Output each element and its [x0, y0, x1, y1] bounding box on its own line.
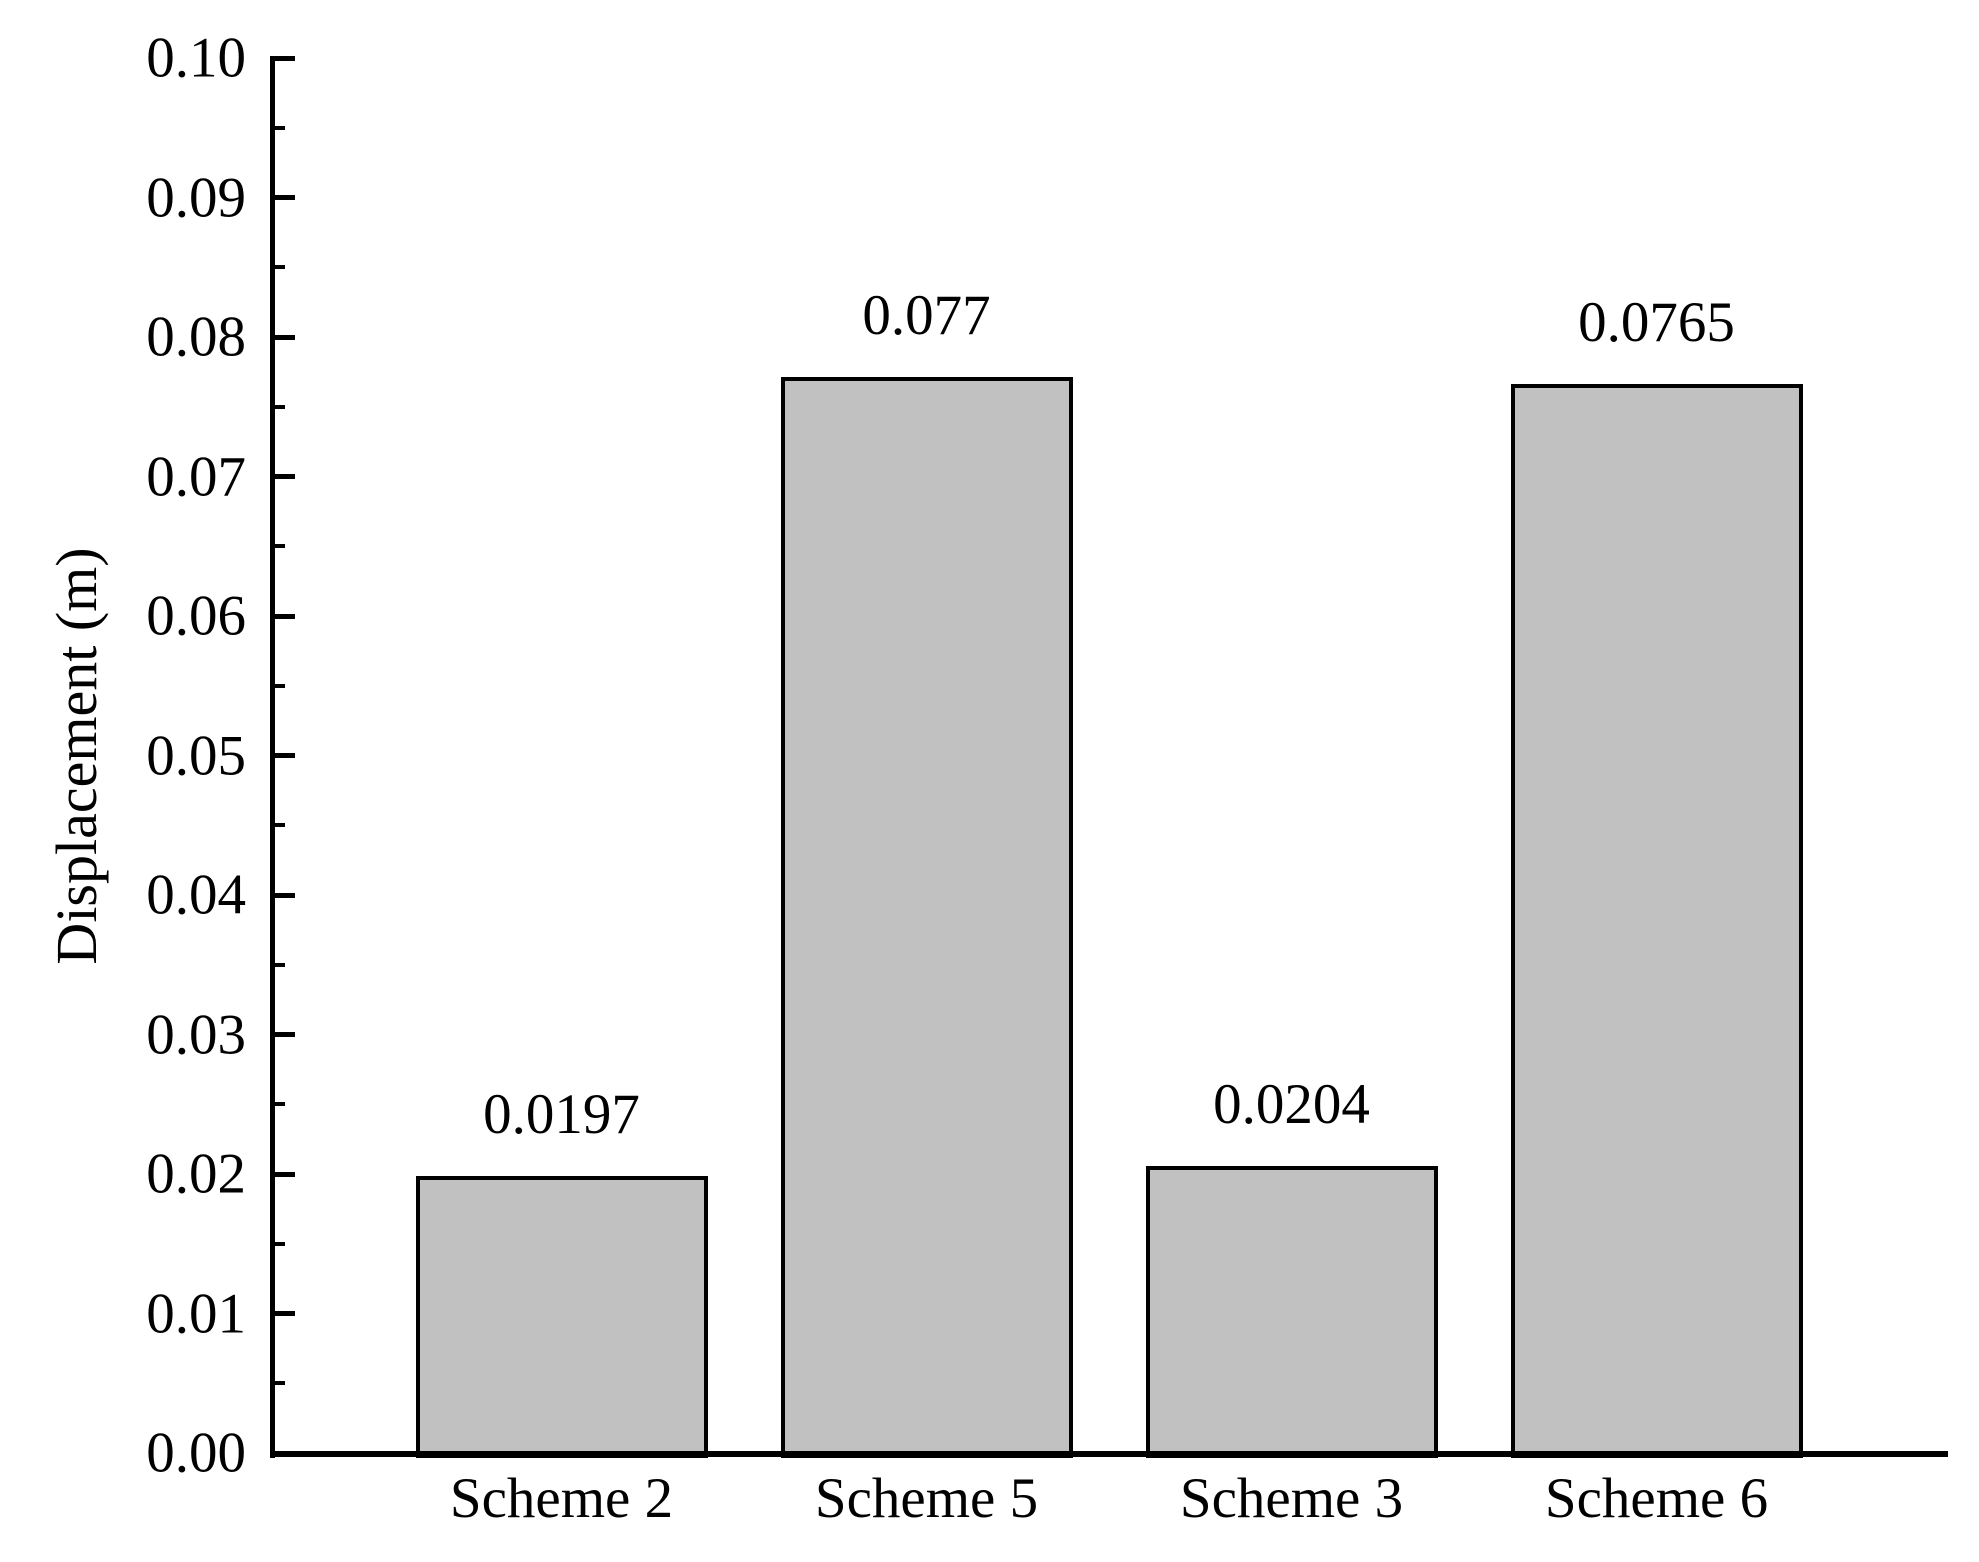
- y-axis-major-tick: [275, 474, 295, 479]
- y-axis-tick-label: 0.09: [146, 166, 246, 229]
- bar-value-label: 0.0197: [483, 1083, 640, 1146]
- y-axis-tick-label: 0.02: [146, 1142, 246, 1206]
- x-axis-category-label: Scheme 3: [1179, 1467, 1404, 1530]
- bar-value-label: 0.077: [862, 284, 991, 347]
- y-axis-minor-tick: [275, 1102, 285, 1107]
- bar-value-label: 0.0765: [1578, 291, 1735, 354]
- bar-scheme-2: [415, 1176, 708, 1458]
- bar-scheme-6: [1510, 384, 1803, 1458]
- y-axis-major-tick: [275, 892, 295, 898]
- y-axis-minor-tick: [275, 125, 285, 130]
- y-axis-tick-label: 0.07: [146, 445, 246, 508]
- y-axis-tick-label: 0.10: [146, 26, 246, 90]
- y-axis-minor-tick: [275, 683, 285, 688]
- bar-value-label: 0.0204: [1213, 1073, 1370, 1136]
- x-axis-category-label: Scheme 6: [1544, 1467, 1769, 1530]
- y-axis-tick-label: 0.06: [146, 584, 246, 648]
- y-axis-major-tick: [275, 1450, 295, 1456]
- x-axis-line: [270, 1451, 1948, 1457]
- y-axis-tick-label: 0.01: [146, 1282, 246, 1345]
- x-axis-category-label: Scheme 5: [814, 1467, 1039, 1530]
- y-axis-tick-label: 0.05: [146, 724, 246, 787]
- bar-scheme-5: [780, 377, 1073, 1458]
- y-axis-tick-label: 0.00: [146, 1421, 246, 1485]
- y-axis-major-tick: [275, 613, 295, 619]
- y-axis-major-tick: [275, 1171, 295, 1177]
- y-axis-major-tick: [275, 334, 295, 340]
- y-axis-minor-tick: [275, 823, 285, 828]
- y-axis-tick-label: 0.08: [146, 305, 246, 369]
- y-axis-major-tick: [275, 1311, 295, 1316]
- y-axis-minor-tick: [275, 962, 285, 967]
- y-axis-minor-tick: [275, 404, 285, 409]
- y-axis-major-tick: [275, 55, 295, 61]
- y-axis-title: Displacement (m): [44, 546, 109, 965]
- x-axis-category-label: Scheme 2: [449, 1467, 674, 1530]
- y-axis-major-tick: [275, 1032, 295, 1037]
- y-axis-minor-tick: [275, 1241, 285, 1246]
- y-axis-minor-tick: [275, 1381, 285, 1386]
- y-axis-tick-label: 0.03: [146, 1003, 246, 1066]
- y-axis-line: [270, 56, 275, 1458]
- y-axis-major-tick: [275, 195, 295, 200]
- bar-scheme-3: [1145, 1166, 1438, 1458]
- y-axis-major-tick: [275, 753, 295, 758]
- y-axis-minor-tick: [275, 544, 285, 549]
- y-axis-minor-tick: [275, 265, 285, 270]
- y-axis-tick-label: 0.04: [146, 863, 246, 927]
